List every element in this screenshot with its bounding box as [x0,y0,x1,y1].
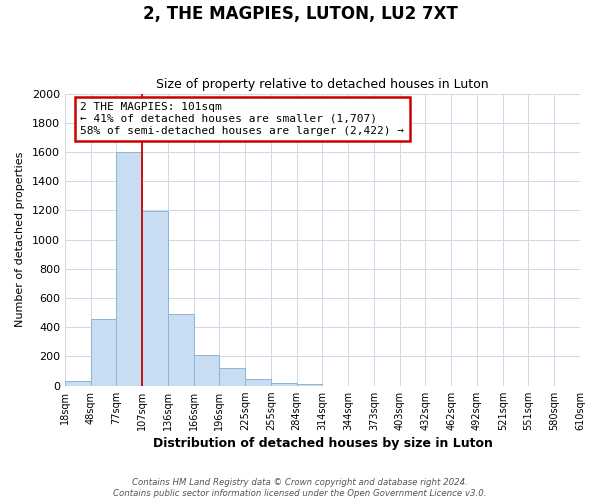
Bar [220,368,245,386]
Y-axis label: Number of detached properties: Number of detached properties [15,152,25,328]
Bar [142,211,168,386]
Text: Contains HM Land Registry data © Crown copyright and database right 2024.
Contai: Contains HM Land Registry data © Crown c… [113,478,487,498]
Bar [168,314,194,386]
Bar [194,355,220,386]
Bar [245,379,271,386]
Text: 2 THE MAGPIES: 101sqm
← 41% of detached houses are smaller (1,707)
58% of semi-d: 2 THE MAGPIES: 101sqm ← 41% of detached … [80,102,404,136]
Bar [65,380,91,386]
Bar [116,152,142,386]
Bar [297,384,322,386]
X-axis label: Distribution of detached houses by size in Luton: Distribution of detached houses by size … [152,437,493,450]
Bar [271,383,297,386]
Bar [91,319,116,386]
Text: 2, THE MAGPIES, LUTON, LU2 7XT: 2, THE MAGPIES, LUTON, LU2 7XT [143,5,457,23]
Title: Size of property relative to detached houses in Luton: Size of property relative to detached ho… [156,78,489,91]
